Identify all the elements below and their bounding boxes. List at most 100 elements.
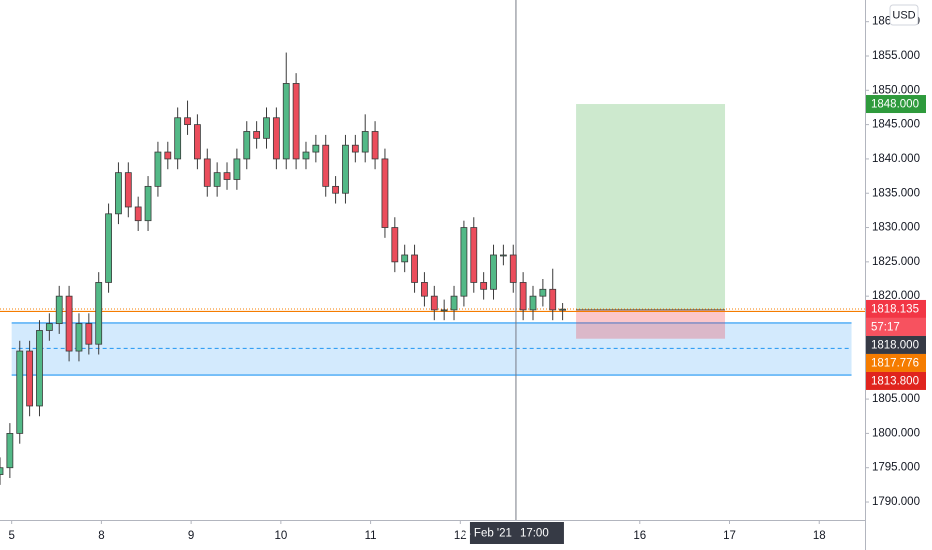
candle-body <box>322 144 330 187</box>
candle-body <box>361 131 369 153</box>
candle-body <box>154 151 162 187</box>
candle-body <box>0 467 4 475</box>
candle-body <box>144 185 152 222</box>
candle-body <box>342 144 349 194</box>
x-tick-label: 10 <box>274 530 287 542</box>
candle-body <box>509 254 517 283</box>
candle-body <box>421 282 428 297</box>
x-tick-label: 9 <box>188 530 194 542</box>
candle-body <box>559 308 567 311</box>
candle-body <box>292 83 300 160</box>
candle-body <box>430 295 438 311</box>
candle-body <box>95 282 103 345</box>
y-tick-label: 1825.000 <box>872 256 920 268</box>
y-tick-label: 1845.000 <box>872 119 920 131</box>
x-tick-label: 18 <box>813 530 826 542</box>
candle-body <box>312 144 320 153</box>
candle-body <box>519 282 527 311</box>
candle-body <box>115 172 122 215</box>
candle-body <box>164 151 172 160</box>
crosshair-time: 17:00 <box>520 528 549 540</box>
candle-body <box>45 323 53 331</box>
x-tick-label: 12 <box>454 530 467 542</box>
y-tick-label: 1795.000 <box>872 462 920 474</box>
y-tick-label: 1850.000 <box>872 84 920 96</box>
candle-body <box>549 288 557 311</box>
candle-body <box>460 227 468 297</box>
y-tick-label: 1855.000 <box>872 50 920 62</box>
last-price-box <box>866 299 926 318</box>
bid-label: 1817.776 <box>871 357 919 369</box>
entry-label: 1818.000 <box>871 339 919 351</box>
x-tick-label: 11 <box>365 530 377 542</box>
candle-body <box>134 206 142 222</box>
countdown-label: 57:17 <box>871 321 900 333</box>
candle-body <box>223 172 231 180</box>
zone <box>11 322 852 376</box>
candle-body <box>272 117 280 160</box>
x-tick-label: 17 <box>723 530 736 542</box>
candle-body <box>263 117 270 139</box>
y-tick-label: 1805.000 <box>872 393 920 405</box>
x-tick-label: 8 <box>98 530 104 542</box>
candle-body <box>529 295 537 311</box>
crosshair-date: 14 Feb '21 <box>458 528 512 540</box>
y-tick-label: 1790.000 <box>872 496 920 508</box>
x-tick-label: 16 <box>633 530 646 542</box>
candle-body <box>302 151 310 160</box>
candle-body <box>105 213 112 283</box>
y-tick-label: 1800.000 <box>872 427 920 439</box>
target-box <box>866 95 926 114</box>
candle-body <box>401 254 409 263</box>
candle-body <box>332 185 339 194</box>
last-price-label: 1818.135 <box>871 303 919 315</box>
candle-body <box>351 144 359 153</box>
candle-body <box>282 83 290 160</box>
candle-body <box>480 282 488 290</box>
candle-body <box>470 227 478 283</box>
candle-body <box>371 131 379 160</box>
candle-body <box>124 172 132 208</box>
currency-label: USD <box>892 9 915 21</box>
candle-body <box>450 295 458 311</box>
candle-body <box>174 117 182 160</box>
x-tick-label: 5 <box>8 530 14 542</box>
stop-box <box>866 371 926 390</box>
y-tick-label: 1830.000 <box>872 222 920 234</box>
candle-body <box>539 288 547 297</box>
candle-body <box>411 254 418 283</box>
candle-body <box>26 350 34 407</box>
axes: 1790.0001795.0001800.0001805.0001810.000… <box>8 16 926 544</box>
crosshair-box <box>469 522 564 544</box>
countdown-box <box>866 317 926 336</box>
candle-body <box>440 309 448 312</box>
stop-label: 1813.800 <box>871 375 919 387</box>
candle-body <box>243 131 251 160</box>
candle-body <box>490 254 497 290</box>
candle-body <box>65 295 73 352</box>
candle-body <box>75 323 83 352</box>
candle-body <box>55 295 63 325</box>
target-label: 1848.000 <box>871 99 919 111</box>
candle-body <box>233 158 241 180</box>
candle-body <box>499 254 507 257</box>
plot-area <box>0 0 865 520</box>
bid-box <box>866 353 926 372</box>
target-area <box>576 104 726 310</box>
y-tick-label: 1820.000 <box>872 290 920 302</box>
candle-body <box>391 227 399 263</box>
candle-body <box>184 117 191 126</box>
candle-body <box>194 124 201 160</box>
candle-body <box>36 330 43 407</box>
entry-box <box>866 335 926 354</box>
candle-body <box>213 172 221 187</box>
candle-body <box>381 158 389 228</box>
candle-body <box>203 158 211 187</box>
candle-body <box>253 131 261 139</box>
y-tick-label: 1835.000 <box>872 187 920 199</box>
candle-body <box>16 350 24 434</box>
candle-body <box>85 323 93 345</box>
currency-button[interactable] <box>889 4 919 26</box>
candle-body <box>6 433 14 469</box>
